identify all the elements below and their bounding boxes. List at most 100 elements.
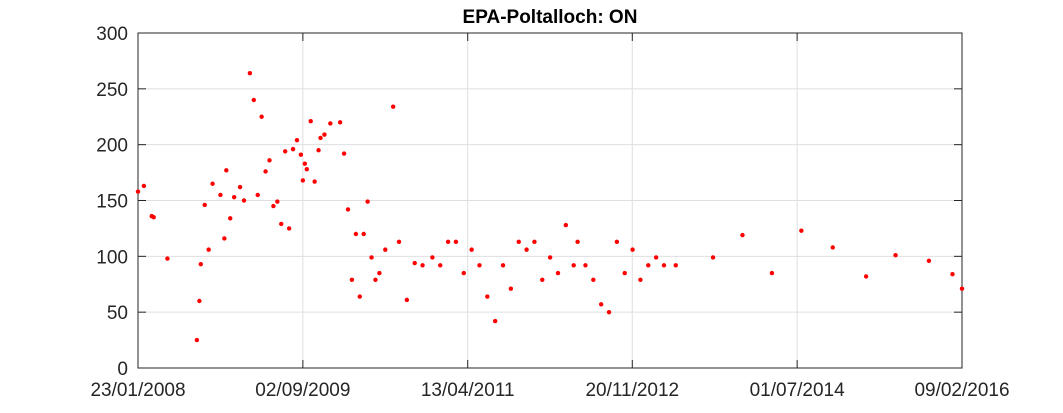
data-point bbox=[799, 228, 804, 233]
data-point bbox=[302, 161, 308, 166]
data-point bbox=[926, 258, 932, 263]
data-point bbox=[263, 169, 268, 174]
data-point bbox=[830, 245, 835, 250]
data-point bbox=[369, 255, 374, 260]
data-point bbox=[298, 152, 304, 157]
data-point bbox=[404, 297, 410, 303]
data-point bbox=[345, 207, 351, 212]
data-point bbox=[247, 71, 253, 76]
data-point bbox=[606, 309, 612, 315]
data-point bbox=[259, 114, 264, 119]
data-point bbox=[508, 286, 514, 291]
data-point bbox=[353, 231, 359, 237]
data-point bbox=[365, 199, 370, 204]
data-point bbox=[477, 263, 482, 268]
data-point bbox=[231, 194, 237, 200]
data-point bbox=[469, 247, 474, 252]
data-point bbox=[420, 263, 425, 268]
data-point bbox=[653, 255, 659, 260]
data-point bbox=[294, 138, 300, 143]
data-point bbox=[950, 272, 955, 277]
data-point bbox=[197, 298, 202, 304]
data-point bbox=[357, 294, 362, 299]
data-point bbox=[141, 183, 147, 189]
data-point bbox=[237, 184, 243, 190]
data-point bbox=[383, 247, 388, 252]
y-tick-label: 300 bbox=[96, 24, 128, 45]
data-point bbox=[318, 135, 323, 141]
data-point bbox=[308, 119, 313, 124]
data-point bbox=[322, 132, 327, 137]
data-point bbox=[571, 263, 576, 268]
data-point bbox=[769, 270, 775, 276]
grid bbox=[138, 33, 962, 368]
y-tick-label: 200 bbox=[96, 136, 128, 157]
data-point bbox=[863, 274, 869, 279]
data-point bbox=[279, 221, 284, 227]
data-point bbox=[638, 277, 643, 282]
x-tick-label: 20/11/2012 bbox=[585, 380, 679, 401]
data-point bbox=[377, 270, 382, 276]
data-point bbox=[304, 167, 309, 172]
data-point bbox=[591, 277, 596, 282]
data-point bbox=[390, 104, 396, 109]
data-point bbox=[598, 302, 604, 307]
data-point bbox=[396, 239, 402, 245]
data-point bbox=[290, 146, 296, 152]
data-point bbox=[438, 263, 443, 268]
data-point bbox=[282, 149, 288, 154]
x-tick-label: 09/02/2016 bbox=[914, 380, 1009, 401]
data-point bbox=[275, 199, 280, 204]
data-point bbox=[461, 270, 466, 276]
data-point bbox=[740, 232, 745, 238]
data-point bbox=[547, 255, 553, 260]
data-point bbox=[445, 239, 451, 245]
data-point bbox=[202, 202, 207, 208]
data-point bbox=[218, 192, 223, 198]
data-point bbox=[286, 226, 292, 231]
data-point bbox=[194, 337, 200, 343]
x-tick-label: 02/09/2009 bbox=[255, 380, 350, 401]
data-point bbox=[614, 239, 620, 245]
data-point bbox=[516, 239, 521, 245]
y-tick-label: 0 bbox=[117, 359, 128, 380]
data-point bbox=[151, 215, 156, 220]
data-point bbox=[673, 263, 678, 268]
y-tick-label: 250 bbox=[96, 80, 128, 101]
data-point bbox=[453, 239, 459, 245]
data-point bbox=[583, 263, 588, 268]
data-point bbox=[267, 158, 272, 163]
data-point bbox=[300, 178, 306, 183]
data-point bbox=[328, 121, 333, 126]
data-point bbox=[206, 247, 211, 252]
data-point bbox=[361, 231, 366, 237]
data-point bbox=[646, 263, 651, 268]
data-point bbox=[492, 318, 498, 324]
data-point bbox=[241, 198, 247, 203]
data-point bbox=[373, 277, 378, 282]
data-point bbox=[210, 181, 215, 186]
data-point bbox=[349, 277, 355, 282]
data-point bbox=[430, 255, 435, 260]
data-point bbox=[555, 270, 561, 276]
x-tick-label: 01/07/2014 bbox=[750, 380, 846, 401]
data-point bbox=[312, 179, 317, 184]
data-point bbox=[251, 97, 256, 103]
data-point bbox=[224, 168, 229, 173]
chart-title: EPA-Poltalloch: ON bbox=[463, 7, 638, 28]
y-tick-label: 100 bbox=[96, 247, 128, 268]
x-tick-label: 13/04/2011 bbox=[421, 380, 515, 401]
data-point bbox=[622, 270, 627, 276]
data-point bbox=[540, 277, 545, 282]
axis-ticks bbox=[137, 32, 963, 369]
data-point bbox=[630, 247, 635, 252]
data-point bbox=[341, 151, 347, 156]
data-point bbox=[661, 263, 667, 268]
data-point bbox=[271, 203, 276, 209]
data-point bbox=[524, 247, 529, 252]
data-point bbox=[532, 239, 537, 245]
y-tick-label: 150 bbox=[96, 192, 128, 213]
data-point bbox=[255, 192, 260, 198]
data-point bbox=[316, 148, 321, 153]
